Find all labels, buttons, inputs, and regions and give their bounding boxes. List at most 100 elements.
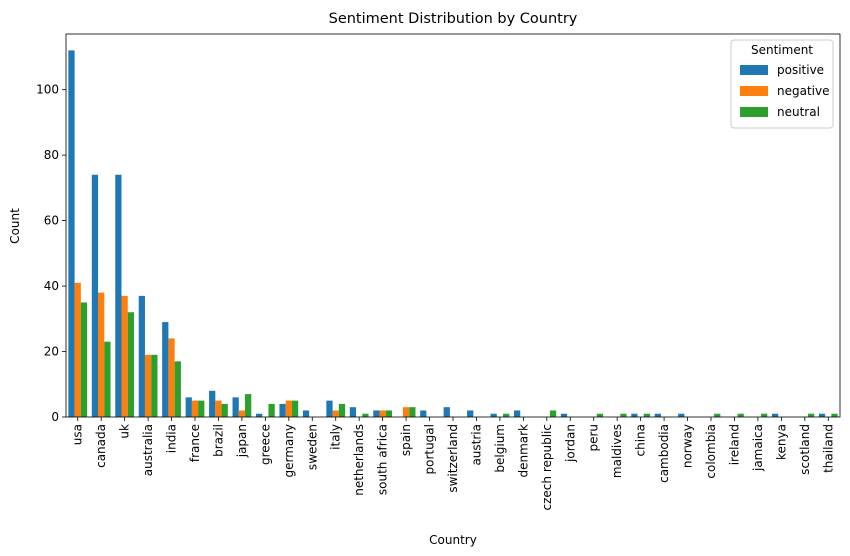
x-tick-label: south africa <box>376 424 390 495</box>
bar-negative-france <box>191 400 199 417</box>
legend-swatch-negative <box>740 86 768 96</box>
x-tick-label: germany <box>282 424 296 477</box>
x-tick-label: greece <box>258 424 272 465</box>
x-tick-label: india <box>165 424 179 453</box>
x-tick-label: brazil <box>211 424 225 457</box>
bar-positive-germany <box>279 403 286 417</box>
bar-negative-south-africa <box>379 410 386 417</box>
x-tick-label: jordan <box>563 424 577 463</box>
bar-neutral-uk <box>127 312 135 417</box>
x-axis-label: Country <box>429 533 477 547</box>
bar-positive-greece <box>255 413 263 417</box>
bar-negative-australia <box>144 354 152 417</box>
bar-neutral-czech-republic <box>549 410 557 417</box>
x-tick-label: australia <box>141 424 155 476</box>
bar-positive-switzerland <box>443 407 450 417</box>
y-tick-label: 60 <box>44 214 59 228</box>
bar-positive-belgium <box>490 413 497 417</box>
x-tick-label: czech republic <box>540 424 554 510</box>
bar-positive-norway <box>678 413 685 417</box>
bar-positive-denmark <box>513 410 521 417</box>
bar-positive-austria <box>467 410 474 417</box>
bar-neutral-australia <box>151 354 158 417</box>
x-tick-label: scotland <box>798 424 812 475</box>
bar-positive-sweden <box>302 410 310 417</box>
bar-neutral-italy <box>338 403 346 417</box>
bar-positive-uk <box>115 174 122 417</box>
bar-positive-brazil <box>209 390 216 417</box>
x-tick-label: colombia <box>704 424 718 479</box>
x-tick-label: peru <box>587 424 601 452</box>
bar-negative-india <box>168 338 175 417</box>
legend-label-neutral: neutral <box>777 105 820 119</box>
bar-neutral-spain <box>409 407 416 417</box>
x-tick-label: thailand <box>821 424 835 473</box>
bar-neutral-maldives <box>620 413 627 417</box>
legend-label-positive: positive <box>777 63 824 77</box>
x-tick-label: france <box>188 424 202 462</box>
x-tick-label: maldives <box>610 424 624 478</box>
x-tick-label: japan <box>235 424 249 458</box>
legend-swatch-neutral <box>740 107 768 117</box>
bar-negative-canada <box>98 292 105 417</box>
bar-neutral-france <box>198 400 205 417</box>
x-tick-label: china <box>634 424 648 457</box>
bar-neutral-netherlands <box>362 413 369 417</box>
x-tick-label: spain <box>399 424 413 456</box>
y-axis-label: Count <box>8 208 22 244</box>
bar-positive-jordan <box>560 413 568 417</box>
x-axis: usa canada uk australia india france brazil jap… <box>71 417 835 510</box>
x-tick-label: netherlands <box>352 424 366 496</box>
bar-neutral-china <box>643 413 651 417</box>
bar-positive-china <box>631 413 638 417</box>
y-tick-label: 40 <box>44 279 59 293</box>
plot-frame <box>65 33 841 418</box>
bar-negative-italy <box>332 410 339 417</box>
bar-neutral-germany <box>291 400 299 417</box>
x-tick-label: sweden <box>305 424 319 470</box>
x-tick-label: usa <box>71 424 85 445</box>
x-tick-label: belgium <box>493 424 507 473</box>
bar-positive-japan <box>232 397 239 417</box>
x-tick-label: denmark <box>516 424 530 478</box>
x-tick-label: canada <box>94 424 108 468</box>
bar-neutral-ireland <box>737 413 744 417</box>
bar-neutral-south-africa <box>385 410 393 417</box>
legend: Sentiment positive negative neutral <box>730 39 834 129</box>
x-tick-label: portugal <box>423 424 437 475</box>
x-tick-label: cambodia <box>657 424 671 483</box>
x-tick-label: kenya <box>774 424 788 460</box>
bar-positive-france <box>185 397 192 417</box>
bar-positive-netherlands <box>349 407 357 417</box>
legend-swatch-positive <box>740 65 768 75</box>
y-tick-label: 0 <box>51 410 59 424</box>
bars-layer <box>68 50 838 418</box>
bar-neutral-brazil <box>221 403 228 417</box>
bar-neutral-thailand <box>831 413 838 417</box>
bar-positive-india <box>162 322 169 417</box>
bar-positive-portugal <box>420 410 427 417</box>
y-tick-label: 20 <box>44 345 59 359</box>
x-tick-label: ireland <box>727 424 741 465</box>
bar-negative-germany <box>285 400 292 417</box>
bar-negative-spain <box>402 407 410 417</box>
x-tick-label: norway <box>681 424 695 468</box>
bar-positive-australia <box>138 295 145 417</box>
bar-neutral-canada <box>104 341 111 417</box>
bar-neutral-india <box>174 361 181 417</box>
bar-negative-japan <box>238 410 246 417</box>
y-axis: 0 20 40 60 80 100 <box>36 83 66 424</box>
bar-positive-kenya <box>771 413 779 417</box>
x-tick-label: jamaica <box>751 424 765 472</box>
bar-positive-italy <box>326 400 333 417</box>
bar-neutral-peru <box>596 413 604 417</box>
bar-neutral-usa <box>80 302 88 417</box>
legend-label-negative: negative <box>777 84 829 98</box>
bar-neutral-colombia <box>714 413 721 417</box>
bar-positive-south-africa <box>373 410 380 417</box>
bar-negative-uk <box>121 295 128 417</box>
x-tick-label: switzerland <box>446 424 460 493</box>
x-tick-label: austria <box>469 424 483 466</box>
bar-positive-thailand <box>818 413 826 417</box>
